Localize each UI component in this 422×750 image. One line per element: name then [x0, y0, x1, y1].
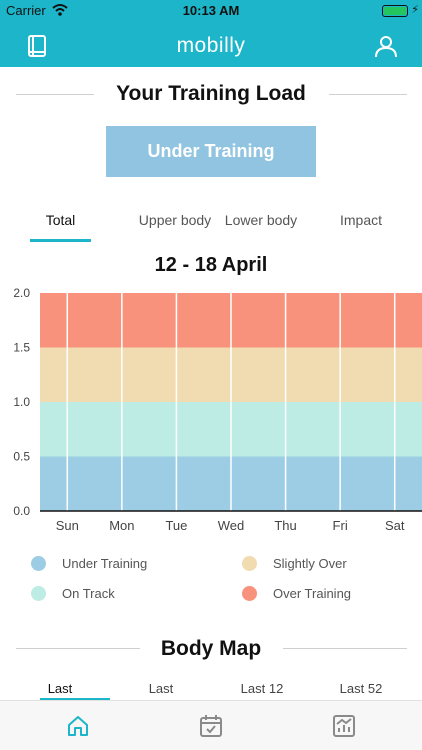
title-rule-left	[16, 94, 94, 95]
body-map-tab-last-12[interactable]: Last 12	[240, 681, 284, 696]
legend-swatch	[31, 556, 46, 571]
x-tick-label-mon: Mon	[109, 518, 134, 533]
body-map-rule-left	[16, 648, 140, 649]
tab-total[interactable]: Total	[45, 212, 76, 228]
tab-impact[interactable]: Impact	[339, 212, 382, 228]
battery-icon	[382, 5, 408, 17]
calendar-icon[interactable]	[199, 714, 223, 738]
legend-swatch	[31, 586, 46, 601]
app-title: mobilly	[176, 34, 246, 57]
x-tick-label-fri: Fri	[333, 518, 348, 533]
x-tick-label-sat: Sat	[385, 518, 405, 533]
app-header: Carrier 10:13 AM ⚡ mobilly	[0, 0, 422, 67]
home-icon[interactable]	[66, 714, 90, 738]
training-load-title: Your Training Load	[116, 82, 306, 105]
body-map-active-indicator	[40, 698, 110, 700]
y-tick-label: 1.0	[13, 395, 30, 409]
y-tick-label: 1.5	[13, 341, 30, 355]
title-rule-right	[329, 94, 407, 95]
legend-label: Under Training	[62, 556, 148, 571]
x-tick-label-wed: Wed	[218, 518, 245, 533]
legend-label: On Track	[62, 586, 115, 601]
legend-item-under-training: Under Training	[31, 556, 147, 571]
active-tab-indicator	[30, 239, 91, 242]
training-load-chart: Sun Mon Tue Wed Thu Fri Sat 2.0 1.5 1.0 0.5 0.0	[13, 286, 422, 533]
tab-lower-body[interactable]: Lower body	[224, 212, 298, 228]
legend-label: Over Training	[273, 586, 352, 601]
tab-upper-body[interactable]: Upper body	[138, 212, 212, 228]
body-map-title: Body Map	[160, 637, 262, 660]
bottom-nav	[0, 700, 422, 750]
nav-bar: mobilly	[0, 22, 422, 67]
y-tick-label: 0.5	[13, 450, 30, 464]
legend-swatch	[242, 556, 257, 571]
date-range-label: 12 - 18 April	[154, 254, 268, 276]
legend-item-over-training: Over Training	[242, 586, 351, 601]
wifi-icon	[52, 4, 68, 16]
carrier-label: Carrier	[6, 3, 46, 18]
book-icon[interactable]	[26, 34, 48, 58]
legend-swatch	[242, 586, 257, 601]
y-tick-label: 0.0	[13, 504, 30, 518]
legend-item-on-track: On Track	[31, 586, 115, 601]
legend-item-slightly-over: Slightly Over	[242, 556, 347, 571]
training-status-badge: Under Training	[106, 126, 316, 177]
x-tick-label-sun: Sun	[56, 518, 79, 533]
y-tick-label: 2.0	[13, 286, 30, 300]
x-tick-label-thu: Thu	[274, 518, 296, 533]
profile-icon[interactable]	[374, 34, 398, 58]
body-map-tab-last-52[interactable]: Last 52	[339, 681, 383, 696]
status-bar: Carrier 10:13 AM ⚡	[0, 0, 422, 22]
body-map-tab-last[interactable]: Last	[47, 681, 73, 696]
body-map-tab-last-2[interactable]: Last	[148, 681, 174, 696]
stats-icon[interactable]	[332, 714, 356, 738]
body-map-rule-right	[283, 648, 407, 649]
legend-label: Slightly Over	[273, 556, 347, 571]
x-tick-label-tue: Tue	[165, 518, 187, 533]
charging-icon: ⚡	[411, 4, 419, 16]
clock-label: 10:13 AM	[182, 3, 240, 18]
